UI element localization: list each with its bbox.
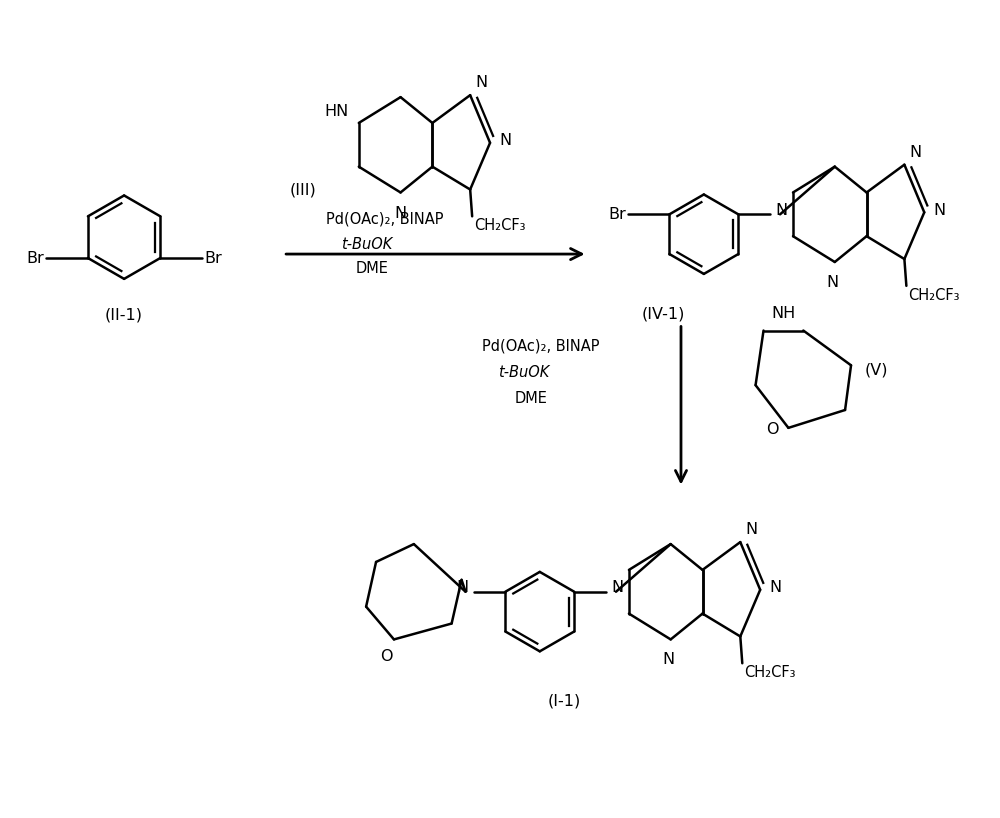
Text: N: N	[775, 203, 787, 218]
Text: N: N	[933, 203, 945, 218]
Text: (II-1): (II-1)	[105, 307, 143, 322]
Text: N: N	[745, 522, 757, 537]
Text: Pd(OAc)₂, BINAP: Pd(OAc)₂, BINAP	[482, 339, 600, 354]
Text: N: N	[611, 580, 623, 596]
Text: N: N	[456, 580, 469, 596]
Text: NH: NH	[771, 306, 796, 321]
Text: N: N	[909, 145, 921, 160]
Text: N: N	[827, 275, 839, 290]
Text: t-BuOK: t-BuOK	[498, 365, 549, 380]
Text: Pd(OAc)₂, BINAP: Pd(OAc)₂, BINAP	[326, 212, 443, 227]
Text: (III): (III)	[289, 182, 316, 197]
Text: CH₂CF₃: CH₂CF₃	[908, 288, 960, 303]
Text: DME: DME	[515, 390, 548, 406]
Text: t-BuOK: t-BuOK	[341, 236, 392, 252]
Text: O: O	[380, 649, 392, 664]
Text: CH₂CF₃: CH₂CF₃	[744, 665, 796, 681]
Text: N: N	[499, 133, 511, 148]
Text: CH₂CF₃: CH₂CF₃	[474, 218, 526, 233]
Text: N: N	[394, 206, 407, 222]
Text: Br: Br	[204, 250, 222, 266]
Text: Br: Br	[26, 250, 44, 266]
Text: Br: Br	[608, 207, 626, 222]
Text: (I-1): (I-1)	[548, 694, 581, 708]
Text: DME: DME	[356, 262, 389, 276]
Text: (V): (V)	[865, 362, 888, 378]
Text: N: N	[769, 580, 781, 596]
Text: N: N	[475, 75, 487, 90]
Text: (IV-1): (IV-1)	[641, 306, 685, 321]
Text: N: N	[663, 652, 675, 667]
Text: O: O	[766, 422, 778, 438]
Text: HN: HN	[325, 104, 349, 119]
